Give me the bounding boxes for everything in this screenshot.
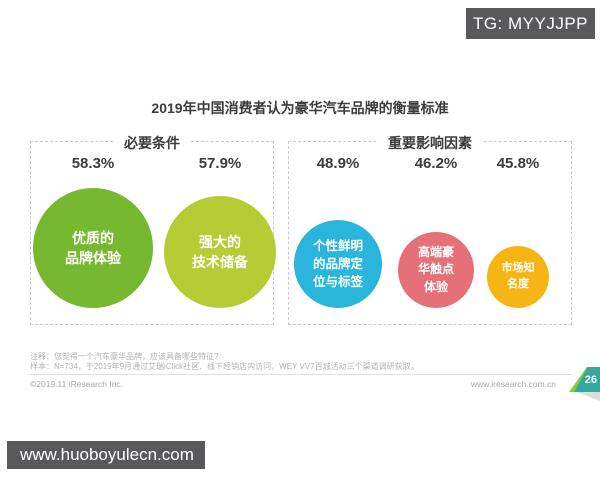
- footnote-sample: 样本：N=734，于2019年9月通过艾瑞iClick社区、线下经销店内访问，W…: [30, 362, 419, 371]
- copyright-text: ©2019.11 iResearch Inc.: [30, 379, 124, 389]
- footnote-question: 注释：您觉得一个汽车豪华品牌，应该具备哪些特征?: [30, 352, 219, 361]
- section-label-important-factors: 重要影响因素: [378, 133, 482, 153]
- footer-divider: [30, 374, 572, 375]
- bubble-touchpoint-experience: 高端豪 华触点 体验: [398, 232, 474, 308]
- section-box-important-factors: 重要影响因素: [288, 133, 572, 325]
- page-badge-decoration: [577, 392, 600, 401]
- percent-label-tech-reserve: 57.9%: [198, 155, 242, 172]
- chart-title: 2019年中国消费者认为豪华汽车品牌的衡量标准: [151, 100, 449, 116]
- bubble-brand-positioning: 个性鲜明 的品牌定 位与标签: [294, 220, 382, 308]
- section-box-necessary-conditions: 必要条件: [30, 133, 274, 325]
- watermark-top-badge: TG: MYYJJPP: [466, 8, 595, 39]
- percent-label-brand-positioning: 48.9%: [316, 155, 360, 172]
- percent-label-touchpoint-experience: 46.2%: [414, 155, 458, 172]
- bubble-market-awareness: 市场知 名度: [487, 246, 549, 308]
- percent-label-brand-experience: 58.3%: [71, 155, 115, 172]
- section-label-necessary-conditions: 必要条件: [114, 133, 190, 153]
- page-number-badge: 26: [569, 367, 600, 392]
- watermark-bottom-bar: www.huoboyulecn.com: [7, 441, 205, 469]
- bubble-brand-experience: 优质的 品牌体验: [33, 188, 153, 308]
- website-text: www.iresearch.com.cn: [470, 379, 556, 389]
- bubble-tech-reserve: 强大的 技术储备: [164, 196, 276, 308]
- percent-label-market-awareness: 45.8%: [496, 155, 540, 172]
